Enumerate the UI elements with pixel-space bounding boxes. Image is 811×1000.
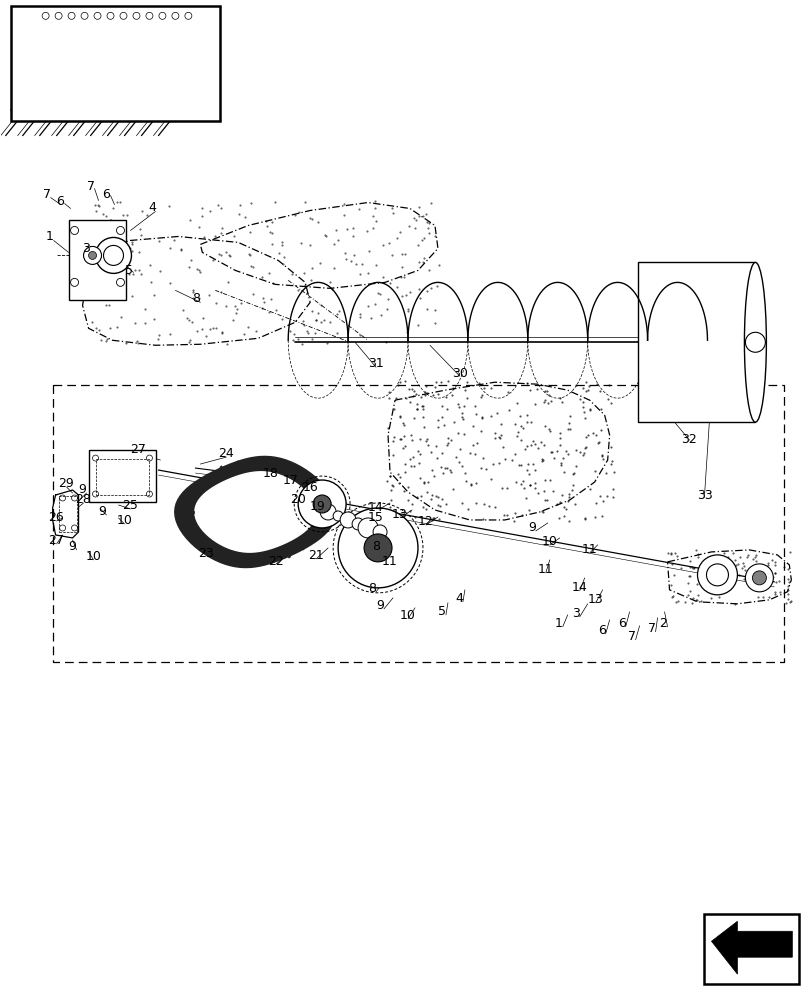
- Circle shape: [352, 518, 363, 530]
- Circle shape: [340, 512, 356, 528]
- Text: 7: 7: [87, 180, 94, 193]
- Text: 1: 1: [554, 617, 562, 630]
- Text: 25: 25: [122, 499, 138, 512]
- Text: 9: 9: [68, 540, 76, 553]
- Circle shape: [298, 480, 345, 528]
- Circle shape: [84, 246, 101, 264]
- Circle shape: [372, 525, 387, 539]
- Text: 13: 13: [392, 508, 407, 521]
- Text: 6: 6: [102, 188, 110, 201]
- Text: 10: 10: [400, 609, 415, 622]
- Text: 5: 5: [437, 605, 445, 618]
- Text: 11: 11: [381, 555, 397, 568]
- Text: 3: 3: [571, 607, 579, 620]
- Text: 10: 10: [116, 514, 132, 527]
- Text: 5: 5: [126, 264, 133, 277]
- Text: 6: 6: [597, 624, 605, 637]
- Text: 26: 26: [49, 511, 64, 524]
- Text: 9: 9: [79, 483, 86, 496]
- Text: 6: 6: [617, 617, 624, 630]
- Text: 33: 33: [697, 489, 712, 502]
- Ellipse shape: [744, 262, 766, 422]
- Text: 7: 7: [647, 622, 654, 635]
- Text: 8: 8: [192, 292, 200, 305]
- Text: 4: 4: [148, 201, 157, 214]
- Text: 7: 7: [627, 630, 635, 643]
- Bar: [96, 459, 149, 495]
- Text: 1: 1: [45, 230, 54, 243]
- Circle shape: [333, 511, 343, 521]
- Text: 18: 18: [262, 467, 278, 480]
- Text: 13: 13: [587, 593, 603, 606]
- Polygon shape: [710, 921, 792, 974]
- Text: 6: 6: [57, 195, 64, 208]
- Text: 29: 29: [58, 477, 75, 490]
- Polygon shape: [195, 472, 315, 552]
- Bar: [637, 262, 754, 422]
- Text: 3: 3: [83, 242, 90, 255]
- Text: 9: 9: [375, 599, 384, 612]
- Bar: [68, 220, 127, 300]
- Bar: [58, 496, 76, 532]
- Circle shape: [313, 495, 331, 513]
- Text: 30: 30: [452, 367, 467, 380]
- Text: 22: 22: [268, 555, 284, 568]
- Bar: [704, 914, 798, 984]
- Text: 17: 17: [282, 474, 298, 487]
- Text: 11: 11: [537, 563, 553, 576]
- Text: 27: 27: [49, 534, 64, 547]
- Text: 20: 20: [290, 493, 306, 506]
- Text: 28: 28: [75, 493, 92, 506]
- Text: 9: 9: [98, 505, 106, 518]
- Text: 14: 14: [571, 581, 586, 594]
- Text: 16: 16: [302, 481, 318, 494]
- Text: 31: 31: [367, 357, 384, 370]
- Circle shape: [752, 571, 766, 585]
- Text: 27: 27: [131, 443, 146, 456]
- Text: 23: 23: [198, 547, 214, 560]
- Polygon shape: [20, 11, 210, 116]
- Circle shape: [88, 251, 97, 259]
- Circle shape: [320, 504, 336, 520]
- Text: 8: 8: [367, 582, 375, 595]
- Circle shape: [706, 564, 727, 586]
- Text: 9: 9: [527, 521, 535, 534]
- Text: 32: 32: [680, 433, 697, 446]
- Circle shape: [96, 237, 131, 273]
- Text: 11: 11: [581, 543, 597, 556]
- Circle shape: [103, 245, 123, 265]
- Text: 24: 24: [218, 447, 234, 460]
- Text: 15: 15: [367, 511, 384, 524]
- Circle shape: [358, 518, 378, 538]
- Circle shape: [697, 555, 736, 595]
- Circle shape: [744, 332, 765, 352]
- Polygon shape: [174, 456, 335, 568]
- Circle shape: [744, 564, 772, 592]
- Text: 7: 7: [42, 188, 50, 201]
- Text: 19: 19: [310, 500, 325, 513]
- Text: 10: 10: [85, 550, 101, 563]
- Text: 14: 14: [367, 501, 384, 514]
- Circle shape: [363, 534, 392, 562]
- Text: 12: 12: [418, 515, 433, 528]
- Text: 10: 10: [541, 535, 557, 548]
- Bar: [11, 6, 220, 121]
- Text: 4: 4: [454, 592, 462, 605]
- Text: 21: 21: [308, 549, 324, 562]
- Text: 8: 8: [371, 540, 380, 553]
- Bar: [88, 450, 157, 502]
- Circle shape: [337, 508, 418, 588]
- Text: 2: 2: [659, 617, 667, 630]
